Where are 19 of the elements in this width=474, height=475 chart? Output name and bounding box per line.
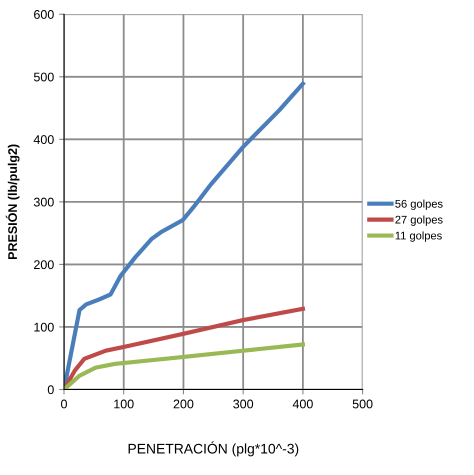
x-axis-title: PENETRACIÓN (plg*10^-3) (128, 441, 298, 456)
line-series (64, 342, 305, 390)
x-tick-label: 500 (352, 400, 373, 408)
x-tick-label: 100 (114, 400, 134, 408)
legend-label: 11 golpes (396, 231, 442, 242)
y-tick-label: 300 (34, 198, 54, 207)
x-tick-label: 300 (233, 400, 254, 408)
x-tick-label: 0 (61, 400, 67, 408)
y-axis-title: PRESIÓN (lb/pulg2) (6, 144, 20, 260)
y-tick-label: 0 (48, 385, 54, 394)
y-tick-label: 200 (34, 260, 54, 270)
x-tick-label: 200 (174, 400, 194, 408)
y-tick-label: 500 (34, 72, 54, 82)
legend-label: 56 golpes (395, 200, 443, 210)
x-tick-label: 400 (292, 400, 313, 408)
y-tick-label: 600 (34, 10, 54, 19)
y-tick-label: 100 (34, 322, 54, 332)
y-tick-label: 400 (34, 135, 54, 144)
legend-label: 27 golpes (395, 215, 443, 226)
